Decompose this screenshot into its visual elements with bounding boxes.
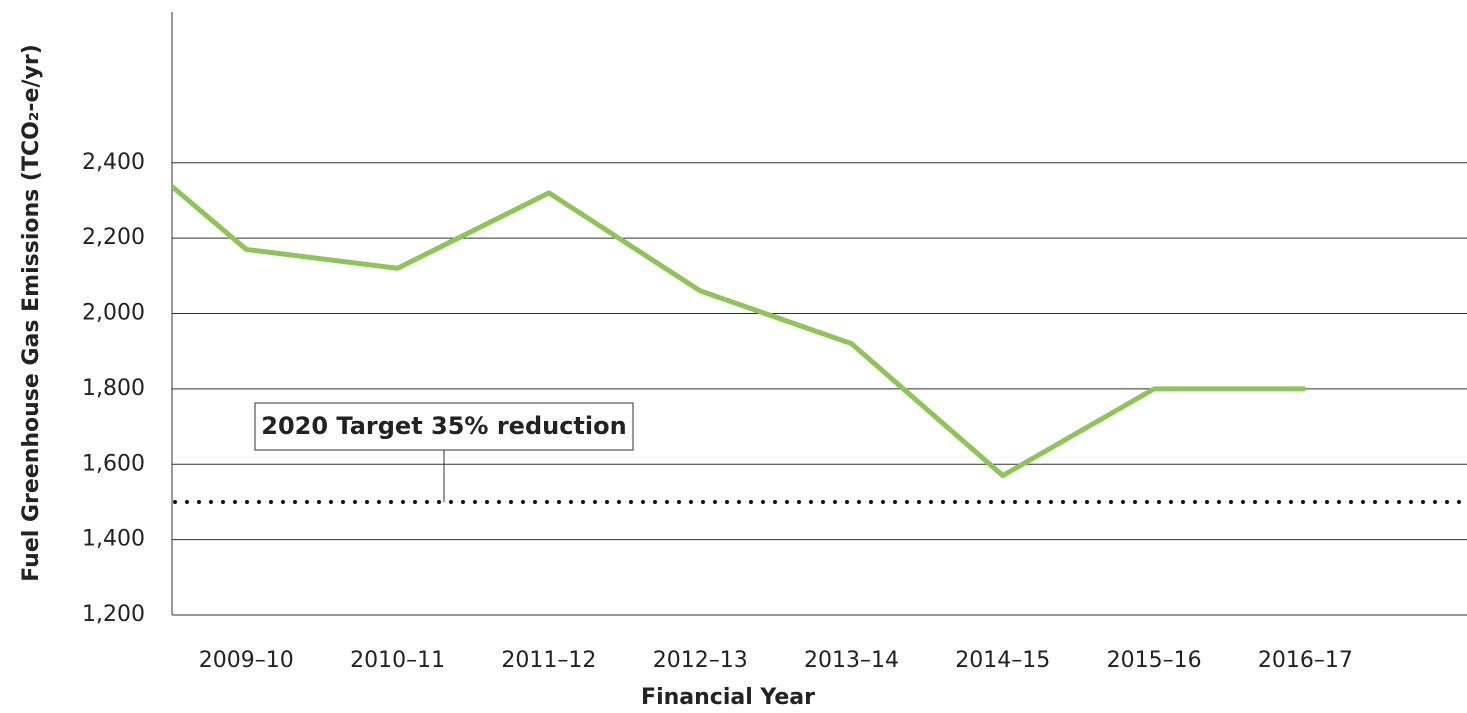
x-tick-label: 2014–15 bbox=[955, 648, 1050, 673]
x-tick-label: 2012–13 bbox=[653, 648, 748, 673]
data-line bbox=[172, 183, 1306, 479]
y-tick-label: 1,600 bbox=[82, 451, 145, 476]
x-tick-label: 2010–11 bbox=[350, 648, 445, 673]
x-tick-label: 2009–10 bbox=[199, 648, 294, 673]
x-tick-label: 2015–16 bbox=[1107, 648, 1202, 673]
x-tick-label: 2013–14 bbox=[804, 648, 899, 673]
y-tick-label: 2,200 bbox=[82, 225, 145, 250]
y-tick-label: 1,800 bbox=[82, 376, 145, 401]
y-axis-title: Fuel Greenhouse Gas Emissions (TCO₂-e/yr… bbox=[19, 44, 44, 582]
x-tick-label: 2016–17 bbox=[1258, 648, 1353, 673]
y-tick-label: 2,400 bbox=[82, 150, 145, 175]
y-tick-label: 1,200 bbox=[82, 602, 145, 627]
annotation-label: 2020 Target 35% reduction bbox=[261, 412, 626, 440]
y-tick-label: 1,400 bbox=[82, 527, 145, 552]
y-tick-label: 2,000 bbox=[82, 301, 145, 326]
x-axis-title: Financial Year bbox=[641, 685, 815, 710]
x-tick-label: 2011–12 bbox=[501, 648, 596, 673]
annotation-box bbox=[254, 402, 634, 451]
plot-area bbox=[172, 183, 1306, 479]
